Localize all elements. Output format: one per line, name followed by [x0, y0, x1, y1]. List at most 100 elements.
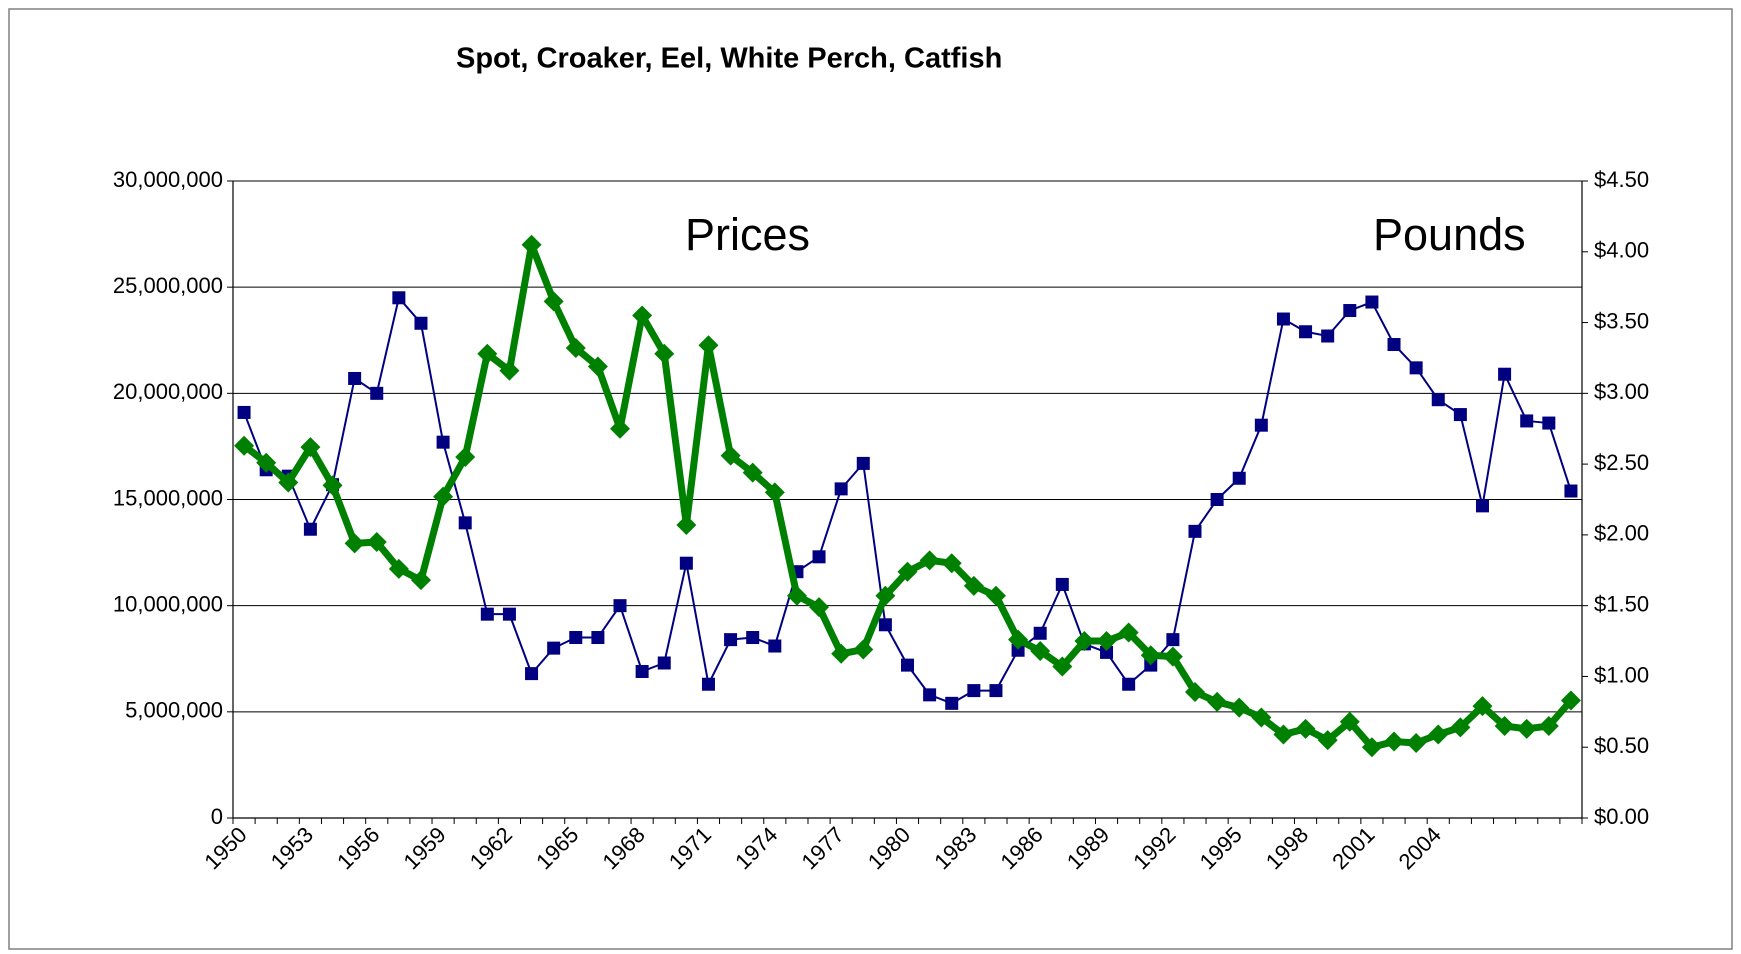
square-marker [1254, 418, 1268, 432]
square-marker [1033, 626, 1047, 640]
diamond-marker [499, 360, 520, 381]
diamond-marker [1140, 645, 1161, 666]
square-marker [392, 291, 406, 305]
square-marker [1188, 524, 1202, 538]
diamond-marker [1074, 631, 1095, 652]
diamond-marker [455, 447, 476, 468]
diamond-marker [764, 482, 785, 503]
diamond-marker [1494, 715, 1515, 736]
square-marker [812, 550, 826, 564]
square-marker [436, 435, 450, 449]
square-marker [458, 516, 472, 530]
diamond-marker [786, 585, 807, 606]
y-tick-label: 5,000,000 [125, 698, 223, 723]
square-marker [1276, 312, 1290, 326]
y2-tick-label: $0.50 [1594, 733, 1649, 758]
diamond-marker [1184, 682, 1205, 703]
square-marker [1498, 367, 1512, 381]
y2-tick-label: $3.50 [1594, 308, 1649, 333]
square-marker [1453, 408, 1467, 422]
square-marker [701, 677, 715, 691]
diamond-marker [1008, 629, 1029, 650]
diamond-marker [477, 343, 498, 364]
diamond-marker [366, 531, 387, 552]
y2-tick-label: $2.00 [1594, 521, 1649, 546]
diamond-marker [1560, 690, 1581, 711]
diamond-marker [853, 639, 874, 660]
square-marker [525, 667, 539, 681]
diamond-marker [587, 356, 608, 377]
diamond-marker [941, 553, 962, 574]
diamond-marker [1295, 718, 1316, 739]
square-marker [1321, 329, 1335, 343]
square-marker [237, 405, 251, 419]
diamond-marker [610, 418, 631, 439]
square-marker [1232, 471, 1246, 485]
square-marker [878, 618, 892, 632]
y-tick-label: 30,000,000 [113, 167, 223, 192]
square-marker [1166, 633, 1180, 647]
diamond-marker [1361, 737, 1382, 758]
diamond-marker [1030, 640, 1051, 661]
diamond-marker [1207, 691, 1228, 712]
diamond-marker [919, 550, 940, 571]
square-marker [303, 522, 317, 536]
diamond-marker [1162, 646, 1183, 667]
annotation: Pounds [1373, 209, 1526, 260]
diamond-marker [1384, 731, 1405, 752]
diamond-marker [985, 585, 1006, 606]
diamond-marker [676, 514, 697, 535]
diamond-marker [1339, 711, 1360, 732]
annotation: Prices [685, 209, 810, 260]
y2-tick-label: $3.00 [1594, 379, 1649, 404]
diamond-marker [433, 486, 454, 507]
square-marker [613, 599, 627, 613]
square-marker [724, 633, 738, 647]
square-marker [547, 641, 561, 655]
y2-tick-label: $4.00 [1594, 238, 1649, 263]
diamond-marker [410, 570, 431, 591]
square-marker [1387, 337, 1401, 351]
diamond-marker [1317, 730, 1338, 751]
diamond-marker [1538, 715, 1559, 736]
square-marker [856, 456, 870, 470]
diamond-marker [1251, 707, 1272, 728]
diamond-marker [300, 437, 321, 458]
diamond-marker [1472, 696, 1493, 717]
square-marker [480, 607, 494, 621]
diamond-marker [897, 561, 918, 582]
square-marker [370, 386, 384, 400]
square-marker [657, 656, 671, 670]
square-marker [679, 556, 693, 570]
diamond-marker [1096, 631, 1117, 652]
y2-tick-label: $1.00 [1594, 662, 1649, 687]
square-marker [1299, 325, 1313, 339]
square-marker [901, 658, 914, 672]
square-marker [1542, 416, 1556, 430]
y-tick-label: 25,000,000 [113, 273, 223, 298]
diamond-marker [963, 575, 984, 596]
square-marker [1122, 677, 1136, 691]
square-marker [591, 631, 605, 645]
diamond-marker [720, 445, 741, 466]
diamond-marker [1516, 718, 1537, 739]
square-marker [1210, 493, 1224, 506]
diamond-marker [1273, 724, 1294, 745]
y-tick-label: 10,000,000 [113, 591, 223, 616]
square-marker [1100, 645, 1114, 659]
y2-tick-label: $4.50 [1594, 167, 1649, 192]
diamond-marker [1428, 724, 1449, 745]
diamond-marker [234, 435, 255, 456]
diamond-marker [1052, 656, 1073, 677]
square-marker [834, 482, 848, 496]
diamond-marker [632, 305, 653, 326]
square-marker [1365, 295, 1379, 309]
square-marker [1475, 499, 1489, 513]
diamond-marker [809, 597, 830, 618]
y-tick-label: 15,000,000 [113, 485, 223, 510]
diamond-marker [875, 585, 896, 606]
diamond-marker [654, 343, 675, 364]
square-marker [635, 664, 649, 678]
diamond-marker [388, 558, 409, 579]
diamond-marker [322, 475, 343, 496]
